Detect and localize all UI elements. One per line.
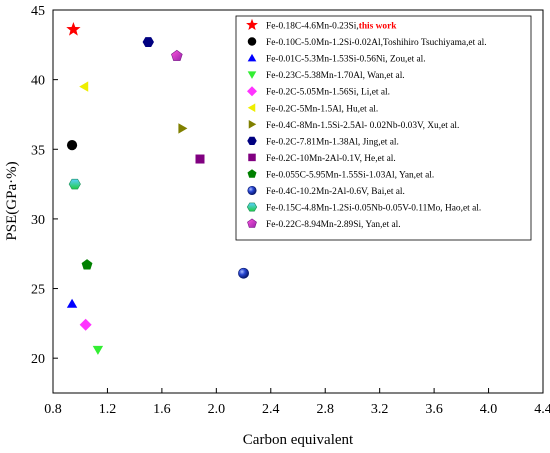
data-point (238, 267, 249, 279)
plot-frame (52, 9, 544, 394)
y-tick-label: 45 (31, 4, 45, 19)
legend-label: Fe-0.22C-8.94Mn-2.89Si, Yan,et al. (266, 220, 401, 230)
legend-label-text: Fe-0.4C-8Mn-1.5Si-2.5Al- 0.02Nb-0.03V, X… (266, 121, 459, 131)
legend-marker (247, 53, 257, 62)
legend-label-highlight: this work (359, 22, 398, 32)
legend-marker (246, 18, 258, 31)
x-tick-label: 4.4 (534, 402, 550, 417)
legend-label-text: Fe-0.2C-7.81Mn-1.38Al, Jing,et al. (266, 137, 399, 147)
data-points (66, 22, 249, 355)
y-tick-label: 25 (31, 283, 45, 298)
x-tick-label: 1.6 (153, 402, 171, 417)
legend-label-text: Fe-0.2C-5Mn-1.5Al, Hu,et al. (266, 104, 378, 114)
legend-items: Fe-0.18C-4.6Mn-0.23Si,this work Fe-0.10C-… (246, 18, 487, 230)
legend-label-text: Fe-0.22C-8.94Mn-2.89Si, Yan,et al. (266, 220, 401, 230)
legend-label: Fe-0.2C-10Mn-2Al-0.1V, He,et al. (266, 154, 396, 164)
legend-label-text: Fe-0.23C-5.38Mn-1.70Al, Wan,et al. (266, 71, 405, 81)
legend-marker (247, 169, 257, 178)
data-point (171, 49, 183, 61)
x-axis-title: Carbon equivalent (243, 432, 354, 448)
legend-label-text: Fe-0.055C-5.95Mn-1.55Si-1.03Al, Yan,et a… (266, 170, 434, 180)
legend-marker (247, 37, 257, 46)
x-tick-label: 2.4 (262, 402, 280, 417)
legend-label: Fe-0.10C-5.0Mn-1.2Si-0.02Al,Toshihiro Ts… (266, 38, 487, 48)
data-point (92, 345, 104, 355)
legend-marker (247, 185, 257, 196)
x-tick-label: 2.0 (208, 402, 226, 417)
legend-label-text: Fe-0.10C-5.0Mn-1.2Si-0.02Al,Toshihiro Ts… (266, 38, 487, 48)
y-tick-label: 40 (31, 74, 45, 89)
data-point (142, 37, 154, 47)
data-point (81, 259, 93, 270)
legend: Fe-0.18C-4.6Mn-0.23Si,this work Fe-0.10C-… (235, 15, 532, 241)
legend-label-text: Fe-0.15C-4.8Mn-1.2Si-0.05Nb-0.05V-0.11Mo… (266, 204, 481, 214)
legend-label: Fe-0.23C-5.38Mn-1.70Al, Wan,et al. (266, 71, 405, 81)
x-tick-label: 4.0 (480, 402, 498, 417)
legend-marker (247, 86, 257, 97)
legend-label-text: Fe-0.2C-10Mn-2Al-0.1V, He,et al. (266, 154, 396, 164)
legend-label-text: Fe-0.4C-10.2Mn-2Al-0.6V, Bai,et al. (266, 187, 405, 197)
x-tick-label: 3.6 (425, 402, 443, 417)
legend-box (235, 15, 532, 241)
legend-marker (247, 136, 257, 145)
data-point (195, 154, 205, 164)
legend-label-text: Fe-0.01C-5.3Mn-1.53Si-0.56Ni, Zou,et al. (266, 55, 426, 65)
legend-label: Fe-0.18C-4.6Mn-0.23Si,this work (266, 22, 397, 32)
legend-label: Fe-0.2C-5Mn-1.5Al, Hu,et al. (266, 104, 378, 114)
data-point (66, 298, 78, 308)
legend-label: Fe-0.15C-4.8Mn-1.2Si-0.05Nb-0.05V-0.11Mo… (266, 204, 481, 214)
legend-label: Fe-0.2C-7.81Mn-1.38Al, Jing,et al. (266, 137, 399, 147)
legend-label: Fe-0.01C-5.3Mn-1.53Si-0.56Ni, Zou,et al. (266, 55, 426, 65)
legend-label: Fe-0.4C-10.2Mn-2Al-0.6V, Bai,et al. (266, 187, 405, 197)
legend-marker (247, 71, 257, 79)
y-tick-label: 35 (31, 143, 45, 158)
y-axis-title: PSE(GPa·%) (4, 161, 20, 240)
x-tick-label: 0.8 (44, 402, 62, 417)
data-point (178, 123, 188, 134)
legend-label-text: Fe-0.18C-4.6Mn-0.23Si, (266, 22, 359, 32)
legend-label: Fe-0.2C-5.05Mn-1.56Si, Li,et al. (266, 88, 390, 98)
x-tick-label: 2.8 (316, 402, 334, 417)
legend-label: Fe-0.055C-5.95Mn-1.55Si-1.03Al, Yan,et a… (266, 170, 434, 180)
legend-marker (247, 218, 257, 228)
x-tick-label: 3.2 (371, 402, 389, 417)
data-point (79, 81, 89, 92)
y-tick-label: 30 (31, 213, 45, 228)
data-point (66, 22, 81, 36)
data-point (66, 139, 78, 151)
legend-marker (248, 119, 257, 129)
legend-marker (247, 103, 256, 113)
legend-marker (246, 202, 258, 212)
y-tick-label: 20 (31, 352, 45, 367)
x-tick-label: 1.2 (99, 402, 117, 417)
legend-label-text: Fe-0.2C-5.05Mn-1.56Si, Li,et al. (266, 88, 390, 98)
data-point (79, 318, 92, 331)
y-axis-ticks: 20 25 30 35 40 45 (31, 4, 58, 367)
legend-marker (248, 153, 256, 162)
data-point (68, 178, 81, 190)
x-axis-ticks: 0.8 1.2 1.6 2.0 2.4 2.8 3.2 3.6 4.0 4.4 (44, 388, 550, 417)
legend-label: Fe-0.4C-8Mn-1.5Si-2.5Al- 0.02Nb-0.03V, X… (266, 121, 459, 131)
